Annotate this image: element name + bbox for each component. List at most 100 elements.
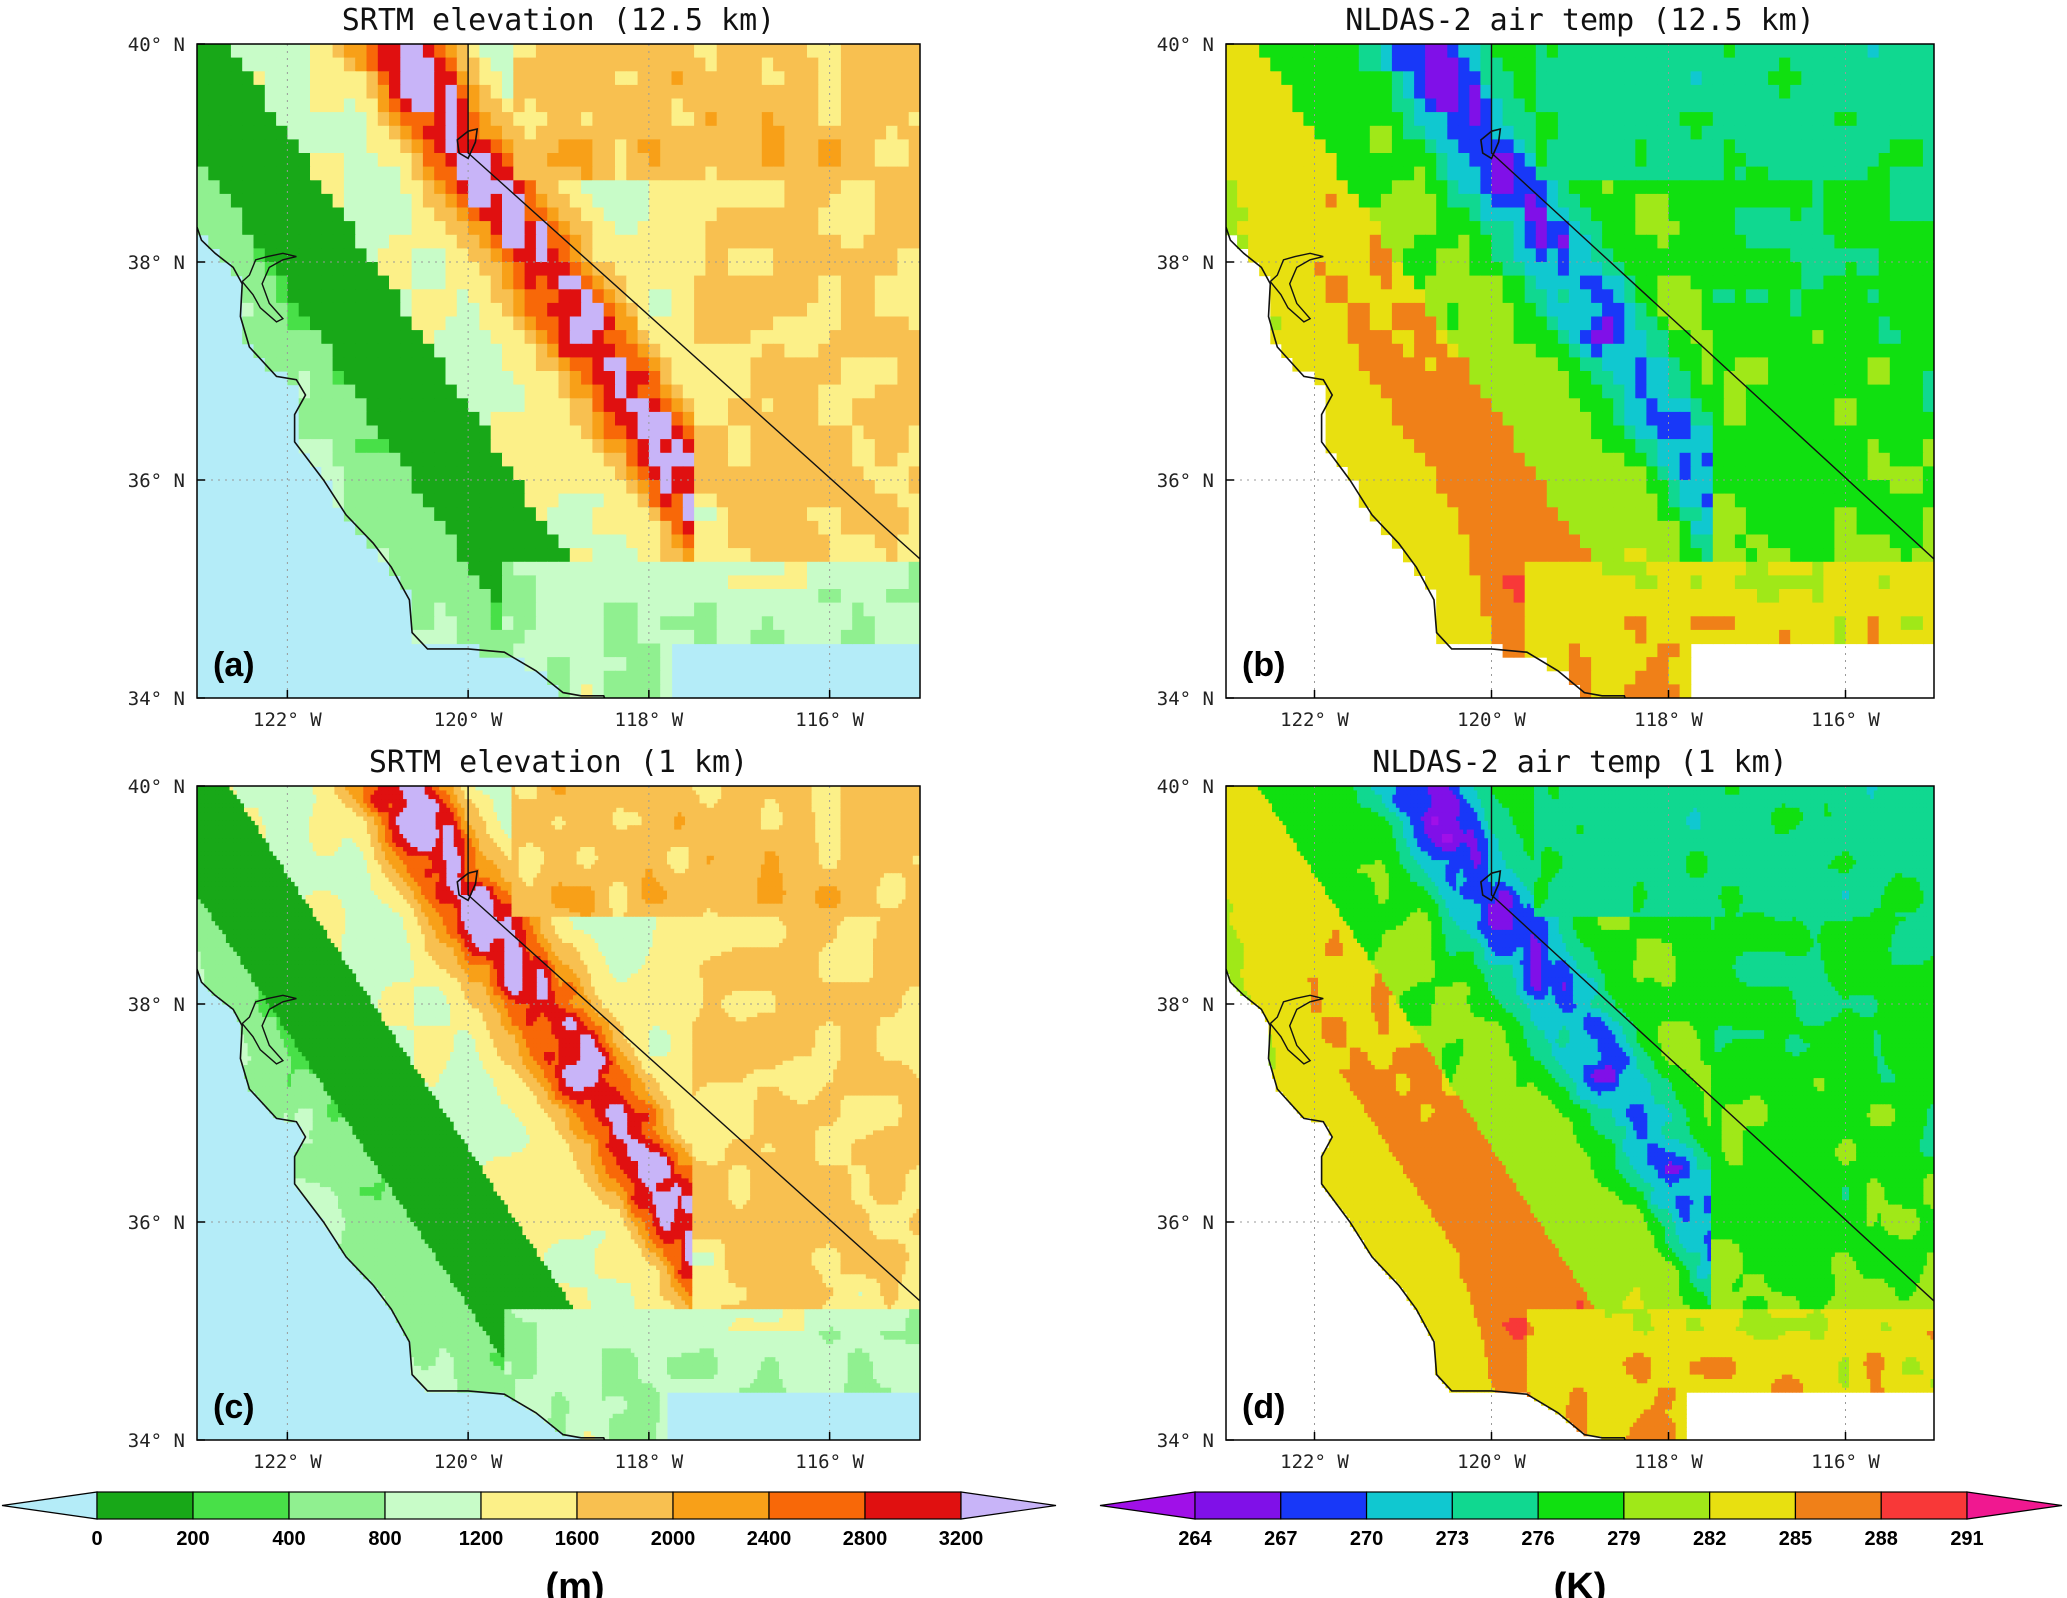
lon-tick-label: 122° W bbox=[253, 1451, 322, 1473]
lon-tick-label: 116° W bbox=[795, 709, 864, 731]
lon-tick-label: 120° W bbox=[1457, 1451, 1526, 1473]
lon-tick-label: 120° W bbox=[1457, 709, 1526, 731]
colorbar-tick-label: 3200 bbox=[939, 1528, 984, 1550]
lon-tick-label: 118° W bbox=[615, 1451, 684, 1473]
lon-tick-label: 118° W bbox=[1634, 709, 1703, 731]
colorbar-segment bbox=[288, 1491, 386, 1520]
colorbar-tick-label: 285 bbox=[1779, 1528, 1812, 1550]
lon-tick-label: 122° W bbox=[1280, 709, 1349, 731]
elevation-colorbar: 0 200 400 800 1200 1600 2000 2400 2800 3200 (m) bbox=[1, 1491, 1057, 1598]
colorbar-under-triangle bbox=[1, 1491, 98, 1520]
lon-tick-label: 116° W bbox=[1811, 1451, 1880, 1473]
coastline bbox=[197, 968, 606, 1440]
colorbar-tick-label: 270 bbox=[1350, 1528, 1383, 1550]
lat-tick-label: 40° N bbox=[1157, 34, 1214, 56]
lon-tick-label: 122° W bbox=[1280, 1451, 1349, 1473]
colorbar-tick-label: 264 bbox=[1178, 1528, 1212, 1550]
lat-tick-label: 40° N bbox=[128, 34, 185, 56]
bay-outline bbox=[241, 994, 297, 1065]
lat-tick-label: 34° N bbox=[1157, 688, 1214, 710]
colorbar-tick-label: 276 bbox=[1521, 1528, 1554, 1550]
colorbar-segment bbox=[768, 1491, 866, 1520]
state-border bbox=[1490, 44, 1934, 560]
colorbar-segment bbox=[1709, 1491, 1797, 1520]
panel-label: (a) bbox=[213, 646, 255, 684]
state-border bbox=[467, 786, 920, 1302]
panel-b: 40° N 38° N 36° N 34° N 122° W 120° W 118° W 11… bbox=[1157, 3, 1935, 731]
lat-tick-label: 38° N bbox=[128, 252, 185, 274]
coastline bbox=[1226, 968, 1626, 1440]
lat-tick-label: 34° N bbox=[128, 1430, 185, 1452]
lat-tick-label: 38° N bbox=[1157, 994, 1214, 1016]
colorbar-segment bbox=[672, 1491, 770, 1520]
lat-tick-label: 36° N bbox=[1157, 1212, 1214, 1234]
panel-title: SRTM elevation (1 km) bbox=[369, 745, 748, 780]
panel-label: (b) bbox=[1242, 646, 1285, 684]
colorbar-tick-label: 273 bbox=[1436, 1528, 1469, 1550]
colorbar-segment bbox=[384, 1491, 482, 1520]
colorbar-segment bbox=[864, 1491, 962, 1520]
colorbar-segment bbox=[1194, 1491, 1282, 1520]
colorbar-unit: (m) bbox=[545, 1566, 604, 1598]
colorbar-segment bbox=[1794, 1491, 1882, 1520]
colorbar-tick-label: 291 bbox=[1950, 1528, 1983, 1550]
field-b bbox=[1226, 44, 1934, 698]
state-border bbox=[1490, 786, 1934, 1302]
lake-tahoe-outline bbox=[456, 869, 479, 902]
temperature-colorbar: 264 267 270 273 276 279 282 285 288 291 (K) bbox=[1099, 1491, 2063, 1598]
colorbar-tick-label: 282 bbox=[1693, 1528, 1726, 1550]
panel-a: 40° N 38° N 36° N 34° N 122° W 120° W 118° W 11… bbox=[128, 3, 921, 731]
lon-tick-label: 118° W bbox=[1634, 1451, 1703, 1473]
colorbar-segment bbox=[1623, 1491, 1711, 1520]
colorbar-tick-label: 0 bbox=[91, 1528, 102, 1550]
lat-tick-label: 40° N bbox=[1157, 776, 1214, 798]
colorbar-tick-label: 1200 bbox=[459, 1528, 504, 1550]
lat-tick-label: 38° N bbox=[128, 994, 185, 1016]
colorbar-segment bbox=[96, 1491, 194, 1520]
lake-tahoe-outline bbox=[1480, 127, 1502, 160]
lon-tick-label: 118° W bbox=[615, 709, 684, 731]
panel-label: (c) bbox=[213, 1388, 255, 1426]
lat-tick-label: 38° N bbox=[1157, 252, 1214, 274]
panel-frame bbox=[1225, 43, 1935, 699]
lat-tick-label: 40° N bbox=[128, 776, 185, 798]
bay-outline bbox=[1269, 994, 1324, 1065]
colorbar-tick-label: 2400 bbox=[747, 1528, 792, 1550]
colorbar-tick-label: 2800 bbox=[843, 1528, 888, 1550]
lat-tick-label: 36° N bbox=[1157, 470, 1214, 492]
panel-d: 40° N 38° N 36° N 34° N 122° W 120° W 118° W 11… bbox=[1157, 745, 1935, 1473]
lon-tick-label: 120° W bbox=[434, 1451, 503, 1473]
panel-c: 40° N 38° N 36° N 34° N 122° W 120° W 118° W 11… bbox=[128, 745, 921, 1473]
colorbar-tick-label: 800 bbox=[368, 1528, 401, 1550]
lake-tahoe-outline bbox=[456, 127, 479, 160]
state-border bbox=[467, 44, 920, 560]
panel-title: SRTM elevation (12.5 km) bbox=[342, 3, 775, 38]
lon-tick-label: 116° W bbox=[1811, 709, 1880, 731]
colorbar-unit: (K) bbox=[1554, 1566, 1607, 1598]
lat-tick-label: 36° N bbox=[128, 1212, 185, 1234]
lon-tick-label: 120° W bbox=[434, 709, 503, 731]
colorbar-over-triangle bbox=[1966, 1491, 2063, 1520]
panel-frame bbox=[196, 785, 921, 1441]
colorbar-segment bbox=[192, 1491, 290, 1520]
lat-tick-label: 34° N bbox=[1157, 1430, 1214, 1452]
colorbar-segment bbox=[1280, 1491, 1368, 1520]
colorbar-segment bbox=[1365, 1491, 1453, 1520]
colorbar-tick-label: 288 bbox=[1865, 1528, 1898, 1550]
coastline bbox=[197, 226, 606, 698]
colorbar-segment bbox=[1537, 1491, 1625, 1520]
lon-tick-label: 116° W bbox=[795, 1451, 864, 1473]
colorbar-segment bbox=[1451, 1491, 1539, 1520]
colorbar-tick-label: 200 bbox=[176, 1528, 209, 1550]
bay-outline bbox=[241, 252, 297, 323]
field-c bbox=[197, 786, 920, 1440]
panel-title: NLDAS-2 air temp (12.5 km) bbox=[1345, 3, 1815, 38]
lon-tick-label: 122° W bbox=[253, 709, 322, 731]
lake-tahoe-outline bbox=[1480, 869, 1502, 902]
bay-outline bbox=[1269, 252, 1324, 323]
colorbar-over-triangle bbox=[960, 1491, 1057, 1520]
panel-label: (d) bbox=[1242, 1388, 1285, 1426]
colorbar-tick-label: 279 bbox=[1607, 1528, 1640, 1550]
colorbar-tick-label: 2000 bbox=[651, 1528, 696, 1550]
field-d bbox=[1226, 786, 1934, 1440]
